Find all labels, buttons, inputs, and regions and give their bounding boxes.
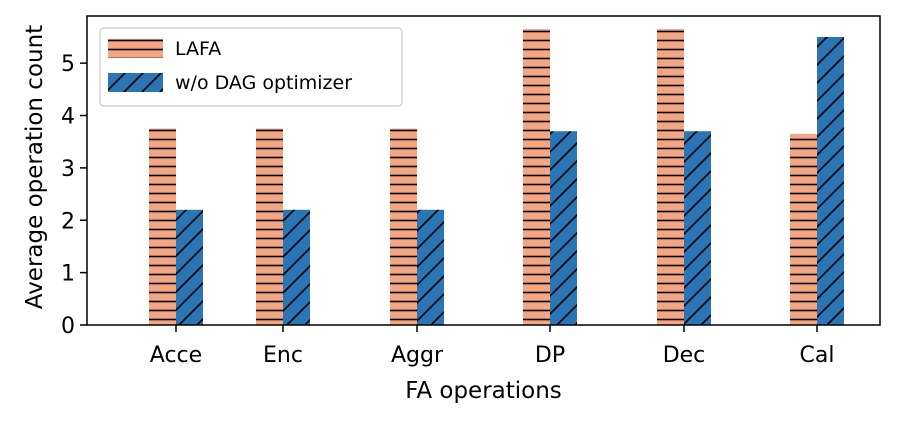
x-axis: Acce Enc Aggr DP Dec Cal xyxy=(150,325,835,368)
x-tick-label-dec: Dec xyxy=(663,343,706,368)
bar-w-o-dag-optimizer-dec xyxy=(684,131,711,325)
legend-swatch-wo-dag-optimizer xyxy=(108,73,163,92)
bar-w-o-dag-optimizer-acce xyxy=(176,209,203,325)
plot-frame xyxy=(86,15,881,326)
bar-w-o-dag-optimizer-cal xyxy=(817,36,844,325)
bar-w-o-dag-optimizer-dp xyxy=(550,131,577,325)
x-tick-label-dp: DP xyxy=(535,343,565,368)
x-tick-label-cal: Cal xyxy=(800,343,835,368)
legend: LAFA w/o DAG optimizer xyxy=(99,27,403,107)
bar-lafa-cal xyxy=(790,133,817,325)
bar-lafa-acce xyxy=(149,128,176,325)
bars-group xyxy=(149,29,844,325)
y-tick-label: 3 xyxy=(61,157,75,182)
legend-label-wo-dag-optimizer: w/o DAG optimizer xyxy=(175,72,352,94)
y-tick-label: 5 xyxy=(61,52,75,77)
bar-lafa-dec xyxy=(657,29,684,325)
x-tick-label-aggr: Aggr xyxy=(391,343,444,368)
x-axis-label: FA operations xyxy=(405,378,562,404)
y-tick-label: 2 xyxy=(61,209,75,234)
x-tick-label-enc: Enc xyxy=(263,343,303,368)
y-tick-label: 1 xyxy=(61,262,75,287)
legend-box xyxy=(99,27,403,107)
bar-w-o-dag-optimizer-aggr xyxy=(417,209,444,325)
x-tick-label-acce: Acce xyxy=(150,343,202,368)
bar-w-o-dag-optimizer-enc xyxy=(283,209,310,325)
y-axis: 0 1 2 3 4 5 xyxy=(61,52,87,339)
y-tick-label: 4 xyxy=(61,105,75,130)
bar-lafa-aggr xyxy=(390,128,417,325)
legend-label-lafa: LAFA xyxy=(175,38,221,60)
bar-lafa-dp xyxy=(523,29,550,325)
legend-swatch-lafa xyxy=(108,39,163,58)
bar-lafa-enc xyxy=(256,128,283,325)
y-axis-label: Average operation count xyxy=(22,25,48,309)
y-tick-label: 0 xyxy=(61,314,75,339)
